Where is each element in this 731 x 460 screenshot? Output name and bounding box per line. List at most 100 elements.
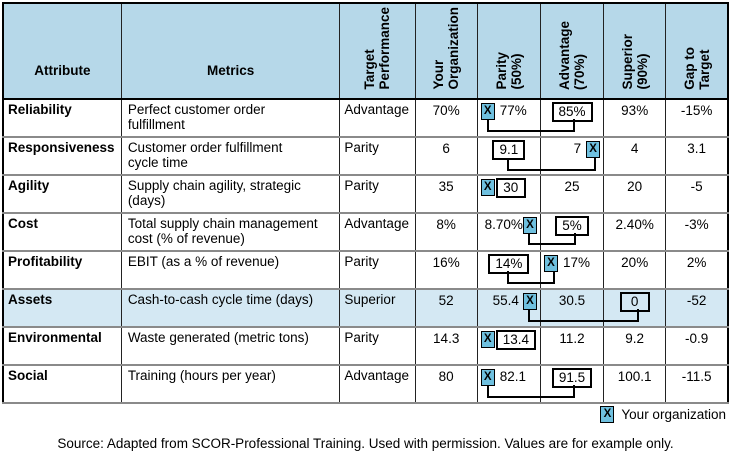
gap-cell: -3% — [665, 213, 729, 252]
table-row-reliability: Reliability Perfect customer order fulfi… — [2, 99, 729, 138]
target-cell: Advantage — [339, 99, 416, 138]
connector-reliability — [487, 119, 575, 132]
target-cell: Parity — [339, 327, 416, 366]
parity-value: 55.4 — [492, 293, 519, 308]
metric-cell: Total supply chain management cost (% of… — [120, 213, 341, 252]
col-header-advantage: Advantage (70%) — [539, 3, 605, 100]
connector-assets — [528, 309, 639, 322]
table-row-environmental: Environmental Waste generated (metric to… — [2, 327, 729, 366]
gap-cell: -5 — [665, 175, 729, 214]
target-value-box: 5% — [555, 216, 589, 236]
target-value-box: 85% — [551, 102, 593, 122]
attribute-cell: Responsiveness — [2, 137, 122, 176]
col-header-your-organization: Your Organization — [414, 3, 478, 100]
target-cell: Advantage — [339, 365, 416, 404]
connector-profitability — [507, 271, 555, 284]
gap-cell: -11.5 — [665, 365, 729, 404]
parity-value: 82.1 — [499, 369, 527, 384]
header-row: Attribute Metrics Target Performance You… — [2, 3, 729, 100]
benchmark-table: Attribute Metrics Target Performance You… — [2, 2, 729, 404]
table-row-social: Social Training (hours per year) Advanta… — [2, 365, 729, 404]
your-org-cell: 14.3 — [414, 327, 478, 366]
table-row-agility: Agility Supply chain agility, strategic … — [2, 175, 729, 214]
your-org-cell: 16% — [414, 251, 478, 290]
legend-label: Your organization — [621, 407, 726, 422]
target-value-box: 9.1 — [492, 140, 526, 160]
metric-cell: Cash-to-cash cycle time (days) — [120, 289, 341, 328]
parity-cell: X 13.4 — [476, 327, 541, 366]
parity-value: 8.70% — [484, 217, 523, 232]
col-header-superior: Superior (90%) — [603, 3, 667, 100]
your-org-cell: 80 — [414, 365, 478, 404]
your-org-marker-icon: X — [522, 293, 537, 310]
col-header-target-performance: Target Performance — [339, 3, 416, 100]
gap-cell: -0.9 — [665, 327, 729, 366]
your-org-marker-icon: X — [586, 141, 601, 158]
target-cell: Superior — [339, 289, 416, 328]
connector-responsiveness — [507, 158, 596, 171]
your-org-cell: 8% — [414, 213, 478, 252]
superior-cell: 9.2 — [603, 327, 667, 366]
your-org-marker-icon: X — [543, 255, 558, 272]
your-org-cell: 52 — [414, 289, 478, 328]
metric-cell: Training (hours per year) — [120, 365, 341, 404]
gap-cell: -15% — [665, 99, 729, 138]
superior-cell: 100.1 — [603, 365, 667, 404]
gap-cell: 2% — [665, 251, 729, 290]
target-cell: Parity — [339, 251, 416, 290]
metric-cell: EBIT (as a % of revenue) — [120, 251, 341, 290]
target-cell: Parity — [339, 175, 416, 214]
advantage-cell: 5% — [539, 213, 605, 252]
attribute-cell: Cost — [2, 213, 122, 252]
source-note: Source: Adapted from SCOR-Professional T… — [57, 436, 674, 451]
parity-cell: 8.70% X — [476, 213, 541, 252]
gap-cell: 3.1 — [665, 137, 729, 176]
advantage-cell: 11.2 — [539, 327, 605, 366]
your-org-marker-icon: X — [522, 217, 537, 234]
table-row-responsiveness: Responsiveness Customer order fulfillmen… — [2, 137, 729, 176]
table-row-cost: Cost Total supply chain management cost … — [2, 213, 729, 252]
target-value-box: 0 — [619, 292, 650, 312]
target-value-box: 30 — [495, 178, 526, 198]
table-row-profitability: Profitability EBIT (as a % of revenue) P… — [2, 251, 729, 290]
target-value-box: 13.4 — [495, 330, 537, 350]
advantage-value: 17% — [562, 255, 590, 270]
your-org-cell: 70% — [414, 99, 478, 138]
connector-cost — [528, 233, 576, 245]
attribute-cell: Profitability — [2, 251, 122, 290]
your-org-marker-icon: X — [480, 179, 495, 196]
gap-cell: -52 — [665, 289, 729, 328]
advantage-value: 7 — [573, 141, 582, 156]
parity-cell: X 30 — [476, 175, 541, 214]
parity-value: 77% — [499, 103, 527, 118]
metric-cell: Waste generated (metric tons) — [120, 327, 341, 366]
your-org-cell: 6 — [414, 137, 478, 176]
parity-cell: 55.4 X — [476, 289, 541, 328]
col-header-attribute: Attribute — [2, 3, 122, 100]
advantage-cell: 25 — [539, 175, 605, 214]
parity-cell: X 77% — [476, 99, 541, 138]
superior-cell: 20% — [603, 251, 667, 290]
attribute-cell: Environmental — [2, 327, 122, 366]
superior-cell: 4 — [603, 137, 667, 176]
your-org-marker-icon: X — [480, 369, 495, 386]
col-header-parity: Parity (50%) — [476, 3, 541, 100]
connector-social — [487, 385, 575, 398]
metric-cell: Perfect customer order fulfillment — [120, 99, 341, 138]
target-cell: Parity — [339, 137, 416, 176]
metric-cell: Supply chain agility, strategic (days) — [120, 175, 341, 214]
target-value-box: 91.5 — [551, 368, 593, 388]
attribute-cell: Social — [2, 365, 122, 404]
superior-cell: 2.40% — [603, 213, 667, 252]
superior-cell: 20 — [603, 175, 667, 214]
legend: X Your organization — [600, 406, 726, 423]
metric-cell: Customer order fulfillment cycle time — [120, 137, 341, 176]
target-cell: Advantage — [339, 213, 416, 252]
superior-cell: 93% — [603, 99, 667, 138]
your-org-marker-icon: X — [480, 331, 495, 348]
table-row-assets: Assets Cash-to-cash cycle time (days) Su… — [2, 289, 729, 328]
attribute-cell: Assets — [2, 289, 122, 328]
attribute-cell: Reliability — [2, 99, 122, 138]
col-header-gap-to-target: Gap to Target — [665, 3, 729, 100]
